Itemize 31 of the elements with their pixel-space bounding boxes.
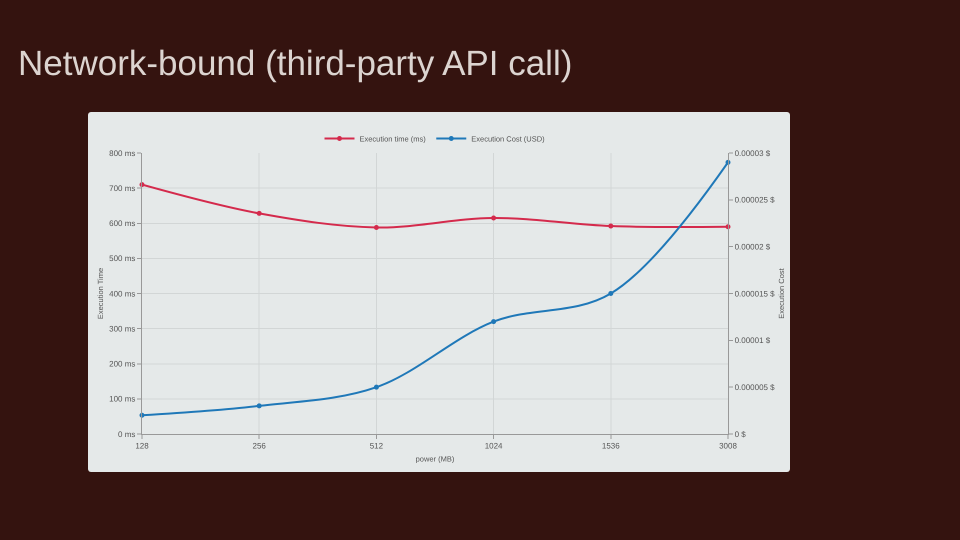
point: [491, 319, 496, 324]
point: [374, 224, 379, 230]
y2-tick-label: 0.00002 $: [734, 242, 771, 252]
y2-tick-label: 0 $: [734, 430, 746, 439]
y-tick-label: 300 ms: [109, 324, 136, 334]
x-tick-label: 128: [135, 442, 150, 451]
point: [491, 215, 496, 220]
point: [374, 384, 379, 390]
x-tick-label: 256: [252, 442, 266, 451]
point: [608, 291, 614, 296]
y-tick-label: 400 ms: [109, 289, 136, 298]
y2-tick-label: 0.000025 $: [734, 196, 776, 205]
y-tick-label: 100 ms: [109, 394, 136, 404]
y-tick-label: 700 ms: [109, 184, 136, 193]
chart-title: Network-bound (third-party API call): [18, 44, 572, 84]
y-tick-label: 500 ms: [109, 254, 136, 264]
point: [256, 210, 262, 216]
x-tick-label: 1024: [484, 442, 504, 451]
y-tick-label: 0 ms: [118, 430, 136, 439]
y-tick-label: 200 ms: [109, 360, 136, 369]
y2-tick-label: 0.000015 $: [734, 289, 776, 298]
x-tick-label: 3008: [719, 442, 738, 451]
x-tick-label: 1536: [602, 442, 620, 451]
y2-tick-label: 0.00003 $: [734, 148, 771, 158]
y-tick-label: 600 ms: [109, 219, 136, 228]
y2-tick-label: 0.000005 $: [734, 382, 776, 392]
x-tick-label: 512: [370, 442, 384, 451]
y2-tick-label: 0.00001 $: [734, 336, 771, 346]
y-tick-label: 800 ms: [109, 148, 136, 158]
point: [256, 403, 262, 408]
point: [608, 224, 614, 229]
